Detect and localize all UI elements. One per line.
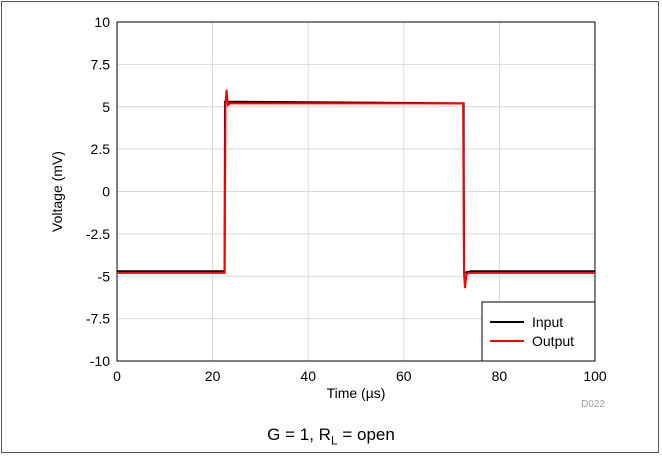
legend-label-input: Input bbox=[532, 314, 563, 330]
x-tick-label: 0 bbox=[113, 368, 121, 384]
y-tick-label: 0 bbox=[102, 184, 110, 200]
y-tick-label: 10 bbox=[94, 14, 110, 30]
x-tick-label: 20 bbox=[205, 368, 221, 384]
legend-label-output: Output bbox=[532, 333, 574, 349]
caption-main: G = 1, R bbox=[267, 425, 331, 444]
y-tick-label: -2.5 bbox=[86, 226, 110, 242]
y-tick-label: -10 bbox=[90, 353, 110, 369]
x-axis-title: Time (µs) bbox=[327, 385, 386, 401]
tick-labels: 0 20 40 60 80 100 -10 -7.5 -5 -2.5 0 2.5 5 7.5 10 bbox=[86, 14, 607, 384]
x-tick-label: 40 bbox=[300, 368, 316, 384]
x-tick-label: 60 bbox=[396, 368, 412, 384]
y-tick-label: 5 bbox=[102, 99, 110, 115]
series-layer bbox=[117, 89, 595, 289]
legend: Input Output bbox=[481, 301, 596, 362]
y-tick-label: -5 bbox=[98, 268, 111, 284]
series-line-output bbox=[117, 89, 595, 289]
caption-subscript: L bbox=[330, 433, 338, 448]
legend-box bbox=[481, 301, 596, 362]
y-tick-label: -7.5 bbox=[86, 311, 110, 327]
x-tick-label: 80 bbox=[492, 368, 508, 384]
caption-tail: = open bbox=[337, 425, 395, 444]
series-line-input bbox=[117, 100, 595, 275]
y-tick-label: 2.5 bbox=[91, 141, 111, 157]
y-axis-title: Voltage (mV) bbox=[49, 151, 65, 232]
y-tick-label: 7.5 bbox=[91, 56, 111, 72]
x-tick-label: 100 bbox=[583, 368, 607, 384]
plot-area bbox=[116, 21, 596, 362]
caption: G = 1, RL = open bbox=[0, 425, 662, 447]
figure-id: D022 bbox=[581, 399, 605, 410]
